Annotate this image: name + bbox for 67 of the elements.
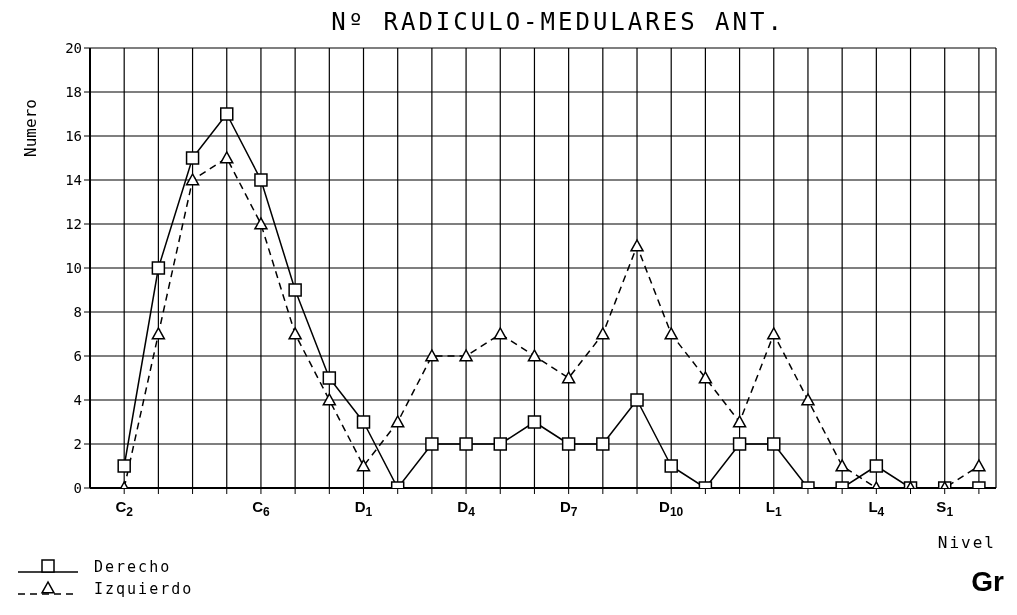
x-tick-label: C$_{2}$ [115, 498, 134, 520]
point [527, 415, 542, 429]
x-tick-label: D$_{1}$ [354, 498, 373, 520]
y-axis-title: Numero [21, 99, 40, 157]
point [698, 371, 713, 384]
point [356, 415, 371, 429]
point [732, 437, 747, 451]
y-tick-label: 0 [73, 479, 82, 496]
y-tick-label: 6 [73, 347, 82, 364]
point [322, 393, 337, 406]
point [561, 437, 576, 451]
y-tick-label: 12 [65, 215, 82, 232]
point [322, 371, 337, 385]
point [288, 327, 302, 340]
x-axis-title: Nivel [937, 533, 996, 552]
point [527, 349, 542, 362]
x-tick-label: D$_{7}$ [559, 498, 578, 520]
chart-title: Nº RADICULO-MEDULARES ANT. [330, 8, 786, 38]
y-tick-label: 4 [73, 391, 82, 408]
point [767, 327, 781, 340]
legend-label: Izquierdo [94, 580, 194, 598]
point [185, 173, 200, 186]
point [732, 415, 747, 428]
point [151, 261, 166, 275]
point [664, 327, 678, 340]
point [425, 437, 439, 451]
x-tick-label: C$_{6}$ [252, 498, 271, 520]
y-tick-label: 2 [73, 435, 82, 452]
x-tick-label: L$_{1}$ [765, 498, 783, 520]
x-tick-label: L$_{4}$ [868, 498, 885, 520]
point [630, 393, 644, 407]
point [356, 459, 371, 472]
point [801, 393, 815, 406]
point [390, 415, 405, 428]
point [767, 437, 781, 451]
point [459, 349, 473, 362]
point [459, 437, 473, 451]
legend-label: Derecho [94, 558, 172, 576]
point [117, 459, 131, 473]
point [254, 173, 268, 187]
y-tick-label: 16 [65, 127, 82, 144]
point [151, 327, 166, 340]
point [630, 239, 644, 252]
y-tick-label: 18 [65, 83, 82, 100]
text: Gr [971, 566, 1005, 598]
point [220, 151, 234, 164]
point [561, 371, 576, 384]
y-tick-label: 8 [73, 303, 82, 320]
point [596, 327, 610, 340]
x-tick-label: D$_{4}$ [457, 498, 476, 520]
y-tick-label: 14 [65, 171, 82, 188]
point [869, 459, 884, 473]
point [596, 437, 610, 451]
point [835, 459, 849, 472]
point [185, 151, 200, 165]
point [220, 107, 234, 121]
point [493, 437, 508, 451]
y-tick-label: 20 [65, 39, 82, 56]
x-tick-label: S$_{1}$ [936, 498, 954, 520]
point [288, 283, 302, 297]
x-tick-label: D$_{10}$ [659, 498, 684, 520]
point [664, 459, 678, 473]
y-tick-label: 10 [65, 259, 82, 276]
point [254, 217, 268, 230]
point [972, 459, 986, 472]
point [493, 327, 508, 340]
point [425, 349, 439, 362]
